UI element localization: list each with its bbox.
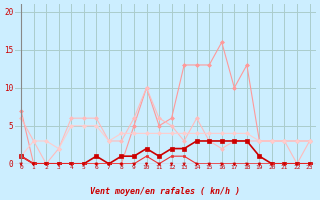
X-axis label: Vent moyen/en rafales ( kn/h ): Vent moyen/en rafales ( kn/h ) <box>90 187 240 196</box>
